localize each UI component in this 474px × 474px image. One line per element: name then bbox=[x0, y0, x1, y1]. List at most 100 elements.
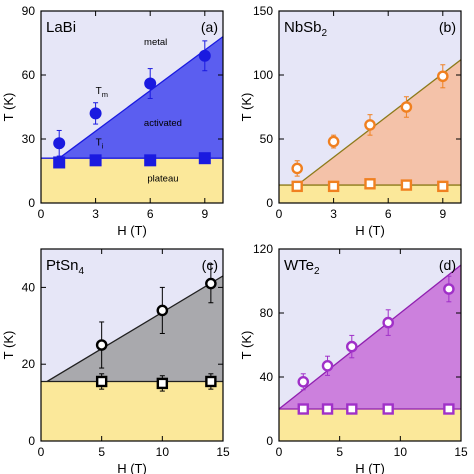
x-tick-label: 3 bbox=[330, 207, 337, 221]
data-point-ti bbox=[364, 178, 376, 190]
tm-boundary-line bbox=[296, 59, 461, 186]
data-point-tm bbox=[198, 49, 211, 62]
region-plateau bbox=[279, 185, 461, 203]
y-tick-label: 90 bbox=[22, 4, 36, 18]
panel-letter: (c) bbox=[202, 257, 218, 273]
region-label-metal: metal bbox=[144, 37, 167, 48]
y-tick-label: 120 bbox=[253, 242, 273, 256]
tm-label: Tm bbox=[96, 86, 108, 99]
data-point-ti bbox=[144, 154, 157, 167]
plot-frame bbox=[40, 10, 224, 204]
data-point-tm bbox=[95, 339, 108, 351]
data-point-tm bbox=[364, 119, 376, 131]
x-tick-label: 0 bbox=[38, 207, 45, 221]
x-tick-label: 6 bbox=[147, 207, 154, 221]
material-name: PtSn bbox=[46, 257, 79, 274]
x-tick-label: 5 bbox=[98, 445, 105, 459]
plot-frame bbox=[40, 248, 224, 442]
data-point-tm bbox=[53, 137, 66, 150]
data-point-ti bbox=[346, 403, 358, 415]
x-tick-label: 10 bbox=[394, 445, 408, 459]
ti-label-sub: i bbox=[102, 141, 104, 150]
material-subscript: 2 bbox=[322, 28, 328, 39]
series-ti bbox=[53, 152, 211, 169]
panel-letter: (a) bbox=[201, 19, 218, 35]
y-tick-label: 40 bbox=[260, 370, 274, 384]
region-plateau bbox=[279, 409, 461, 441]
y-tick-label: 150 bbox=[253, 4, 273, 18]
tm-label-sub: m bbox=[102, 90, 108, 99]
data-point-ti bbox=[382, 403, 394, 415]
plot-area bbox=[279, 11, 461, 203]
y-tick-label: 80 bbox=[260, 306, 274, 320]
x-axis-label: H (T) bbox=[117, 223, 147, 238]
x-axis-label: H (T) bbox=[355, 223, 385, 238]
data-point-ti bbox=[443, 403, 455, 415]
data-point-tm bbox=[297, 375, 310, 388]
y-tick-label: 0 bbox=[28, 434, 35, 448]
tm-label-main: T bbox=[96, 86, 102, 97]
series-tm bbox=[95, 263, 217, 369]
data-point-tm bbox=[382, 316, 395, 329]
x-tick-label: 0 bbox=[276, 445, 283, 459]
data-point-ti bbox=[95, 375, 108, 388]
series-ti bbox=[291, 178, 449, 193]
material-name: WTe bbox=[284, 257, 314, 274]
x-tick-label: 10 bbox=[156, 445, 170, 459]
data-point-ti bbox=[89, 154, 102, 167]
data-point-tm bbox=[89, 107, 102, 120]
panel-3: 0 5 10 15 0 20 40 H (T) T (K) PtSn4 (c) bbox=[1, 248, 230, 474]
data-point-ti bbox=[156, 377, 169, 390]
y-tick-label: 0 bbox=[28, 196, 35, 210]
y-axis-label: T (K) bbox=[1, 331, 16, 360]
series-tm bbox=[53, 40, 211, 157]
region-label-activated: activated bbox=[144, 118, 182, 129]
region-label-plateau: plateau bbox=[147, 174, 178, 185]
x-tick-label: 5 bbox=[336, 445, 343, 459]
data-point-tm bbox=[436, 70, 449, 83]
tm-boundary-line bbox=[279, 264, 461, 410]
x-tick-label: 0 bbox=[38, 445, 45, 459]
material-label: PtSn4 bbox=[46, 257, 85, 277]
data-point-ti bbox=[198, 152, 211, 165]
data-point-ti bbox=[327, 180, 340, 193]
data-point-tm bbox=[156, 304, 169, 317]
data-point-tm bbox=[321, 359, 334, 372]
region-plateau bbox=[41, 158, 223, 203]
material-label: LaBi bbox=[46, 19, 76, 36]
tm-boundary-line bbox=[58, 36, 223, 159]
plot-frame bbox=[278, 248, 462, 442]
data-point-tm bbox=[443, 283, 455, 295]
material-label: WTe2 bbox=[284, 257, 320, 277]
data-point-ti bbox=[400, 179, 413, 191]
data-point-tm bbox=[327, 135, 340, 148]
panel-2: 0 3 6 9 0 50 100 150 H (T) T (K) NbSb2 (b) bbox=[239, 4, 462, 238]
y-tick-label: 50 bbox=[260, 132, 274, 146]
material-name: LaBi bbox=[46, 19, 76, 36]
x-tick-label: 6 bbox=[385, 207, 392, 221]
x-tick-label: 3 bbox=[92, 207, 99, 221]
y-tick-label: 40 bbox=[22, 280, 36, 294]
data-point-ti bbox=[291, 180, 303, 193]
plot-area bbox=[279, 249, 461, 441]
series-tm bbox=[297, 275, 455, 391]
plot-area bbox=[41, 11, 223, 203]
y-tick-label: 0 bbox=[266, 196, 273, 210]
data-point-tm bbox=[144, 77, 157, 90]
data-point-tm bbox=[291, 162, 304, 175]
plot-area bbox=[41, 249, 223, 441]
series-ti bbox=[297, 403, 455, 415]
series-tm bbox=[291, 64, 449, 177]
plot-frame bbox=[278, 10, 462, 204]
y-tick-label: 100 bbox=[253, 68, 273, 82]
series-ti bbox=[95, 373, 217, 392]
y-tick-label: 60 bbox=[22, 68, 36, 82]
panel-letter: (d) bbox=[439, 257, 456, 273]
ti-label-main: T bbox=[96, 137, 102, 148]
x-tick-label: 0 bbox=[276, 207, 283, 221]
data-point-ti bbox=[205, 375, 217, 388]
material-name: NbSb bbox=[284, 19, 322, 36]
y-axis-label: T (K) bbox=[1, 93, 16, 122]
y-tick-label: 0 bbox=[266, 434, 273, 448]
